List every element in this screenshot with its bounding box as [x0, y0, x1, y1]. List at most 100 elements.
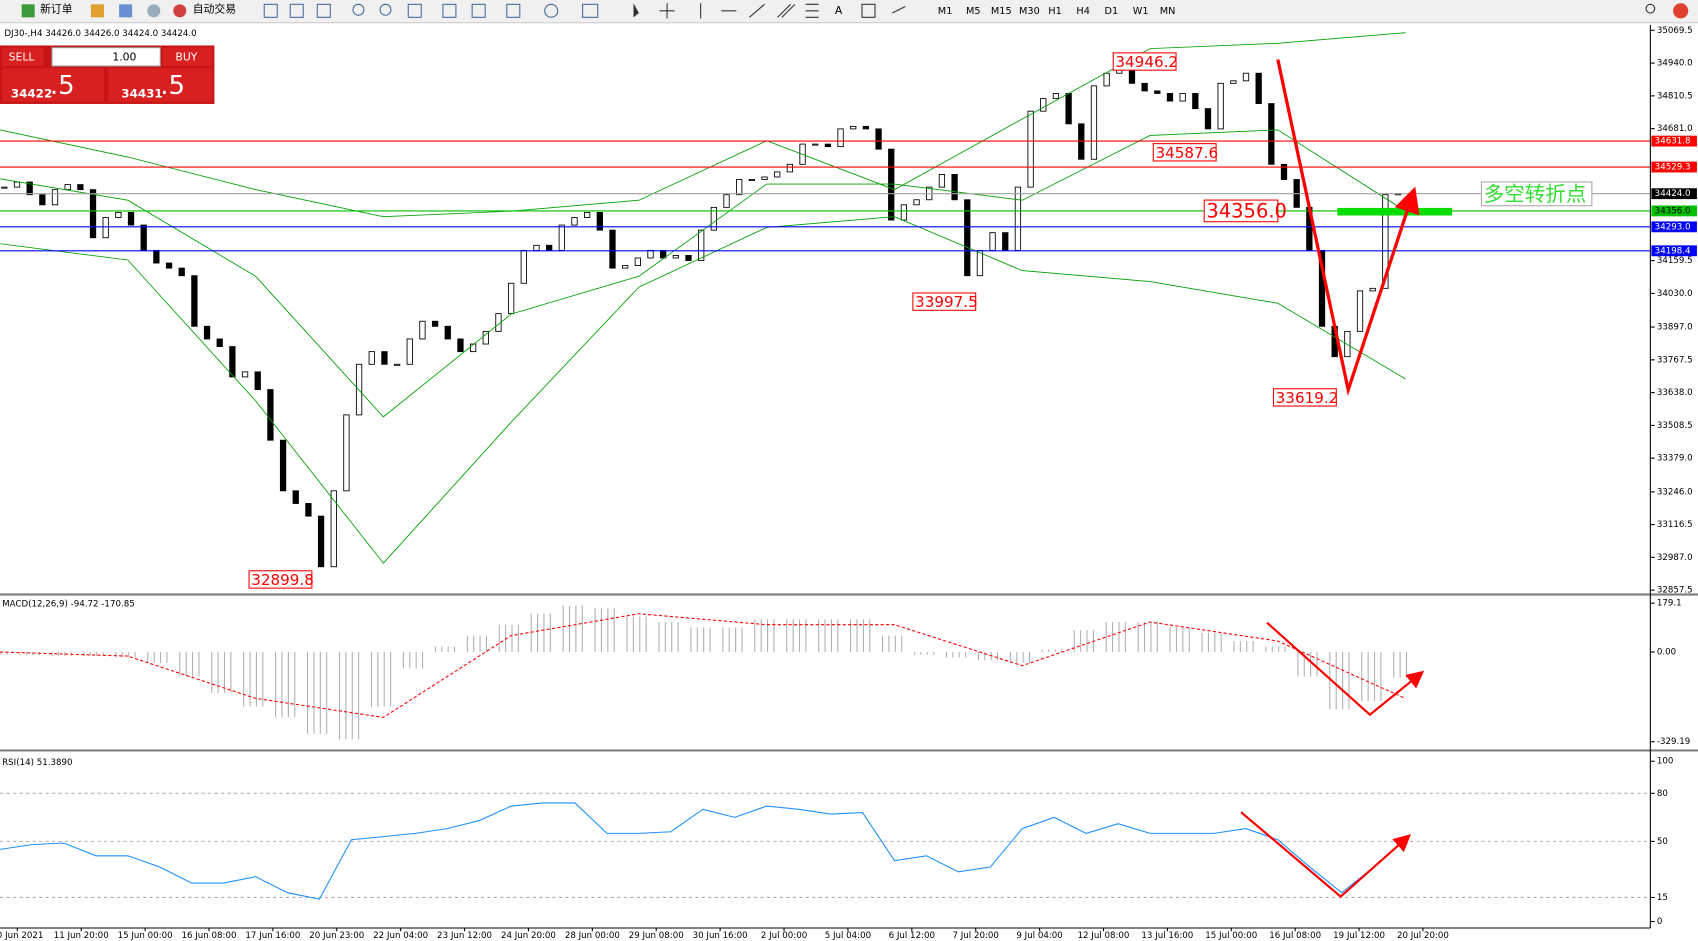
sell-button[interactable] [2, 47, 44, 67]
tool-icon[interactable] [442, 3, 457, 18]
tool-icon[interactable] [407, 3, 422, 18]
notifications[interactable] [1673, 3, 1689, 19]
candle [229, 346, 236, 378]
timeframe-button[interactable]: D1 [1105, 6, 1119, 17]
turning-point-note: 多空转折点 [1484, 182, 1587, 206]
tool-icon[interactable] [316, 3, 331, 18]
tool-icon[interactable] [147, 4, 161, 18]
candle [1166, 93, 1174, 102]
sell-label[interactable]: SELL [9, 50, 35, 63]
candle [1090, 85, 1098, 160]
y-tick-label: 34159.5 [1657, 256, 1693, 266]
timeframe-button[interactable]: M15 [991, 6, 1012, 17]
buy-price-point[interactable]: .5 [160, 71, 185, 101]
price-annotation: 32899.8 [251, 571, 314, 589]
price-line-label: 34293.0 [1655, 222, 1691, 232]
tool-icon[interactable] [471, 3, 486, 18]
candle [1369, 287, 1376, 292]
timeframe-button[interactable]: M5 [966, 6, 981, 17]
candle [292, 490, 299, 504]
text-tool[interactable]: A [835, 4, 843, 17]
candle [1, 186, 8, 189]
buy-price[interactable]: 34431 [121, 87, 162, 101]
time-label: 19 Jul 12:00 [1333, 931, 1385, 941]
buy-price-button[interactable] [108, 68, 213, 102]
zoom-out[interactable] [379, 3, 392, 16]
tool-icon[interactable] [90, 4, 104, 18]
time-label: 15 Jun 00:00 [118, 931, 173, 941]
price-line-tag [1651, 221, 1697, 233]
zoom-in[interactable] [352, 3, 365, 16]
y-tick-label: 0 [1657, 917, 1663, 927]
buy-label[interactable]: BUY [175, 50, 197, 63]
trendline-tool[interactable] [749, 3, 765, 18]
candle [317, 515, 325, 568]
auto-trading-button[interactable]: 自动交易 [193, 2, 236, 16]
candle [1040, 98, 1047, 112]
time-label: 17 Jun 16:00 [245, 931, 300, 941]
lot-field[interactable] [51, 47, 161, 67]
arrow-tool[interactable] [892, 6, 906, 14]
price-line-tag [1651, 205, 1697, 217]
sell-price-point[interactable]: .5 [50, 71, 75, 101]
price-line-tag [1651, 135, 1697, 147]
macd-panel: 179.1 0.00 -329.19 [0, 599, 1690, 747]
price-annotation-box [248, 570, 313, 589]
cursor-tool[interactable] [633, 3, 639, 18]
y-tick-label: 50 [1657, 837, 1668, 847]
lot-size[interactable]: 1.00 [112, 50, 136, 63]
new-order-icon[interactable] [21, 4, 35, 18]
auto-trading-icon[interactable] [173, 4, 187, 18]
y-tick-label: 179.1 [1657, 599, 1682, 609]
candle [1356, 290, 1364, 332]
candle [140, 224, 147, 251]
price-line-label: 34198.4 [1655, 246, 1691, 256]
candle [431, 320, 439, 327]
fibo-tool[interactable] [805, 3, 819, 18]
timeframe-button[interactable]: W1 [1133, 6, 1149, 17]
candle [64, 184, 71, 191]
sell-price-button[interactable] [2, 68, 104, 102]
channel-tool[interactable] [777, 3, 796, 18]
candle [330, 490, 337, 568]
candle [1255, 72, 1262, 105]
tool-icon[interactable] [544, 3, 559, 18]
candle [77, 184, 84, 191]
time-label: 13 Jul 16:00 [1141, 931, 1193, 941]
y-tick-label: 32987.0 [1657, 553, 1693, 563]
time-label: 16 Jun 08:00 [182, 931, 237, 941]
candle [1217, 82, 1224, 130]
tool-icon[interactable] [263, 3, 278, 18]
main-chart: 35069.5 34940.0 34810.5 34681.0 34159.5 34030… [0, 26, 1697, 596]
buy-button[interactable] [162, 47, 213, 67]
macd-signal-line [0, 613, 1406, 718]
tool-icon[interactable] [119, 4, 133, 18]
crosshair-tool[interactable] [659, 3, 675, 19]
timeframe-button[interactable]: H4 [1076, 6, 1090, 17]
turning-zone-marker [1337, 207, 1453, 216]
price-line-tag [1651, 245, 1697, 257]
price-line-tag [1651, 188, 1697, 200]
y-tick-label: 33897.0 [1657, 323, 1693, 333]
label-tool[interactable] [861, 3, 876, 18]
y-tick-label: 32857.5 [1657, 586, 1693, 596]
time-label: 28 Jun 00:00 [565, 931, 620, 941]
time-label: 24 Jun 20:00 [501, 931, 556, 941]
y-tick-label: 33767.5 [1657, 355, 1693, 365]
new-order-button[interactable]: 新订单 [40, 2, 73, 16]
y-tick-label: 80 [1657, 789, 1668, 799]
tool-icon[interactable] [289, 3, 304, 18]
time-label: 11 Jun 20:00 [54, 931, 109, 941]
price-annotation-box [1112, 52, 1177, 71]
timeframe-button[interactable]: H1 [1048, 6, 1062, 17]
candle [419, 320, 426, 340]
tool-icon[interactable] [582, 3, 599, 18]
timeframe-button[interactable]: M30 [1019, 6, 1040, 17]
tool-icon[interactable] [506, 3, 521, 18]
timeframe-button[interactable]: M1 [938, 6, 953, 17]
y-tick-label: 33246.0 [1657, 487, 1693, 497]
timeframe-button[interactable]: MN [1160, 6, 1176, 17]
time-label: 7 Jul 20:00 [952, 931, 998, 941]
sell-price[interactable]: 34422 [11, 87, 52, 101]
search[interactable] [1645, 3, 1656, 14]
